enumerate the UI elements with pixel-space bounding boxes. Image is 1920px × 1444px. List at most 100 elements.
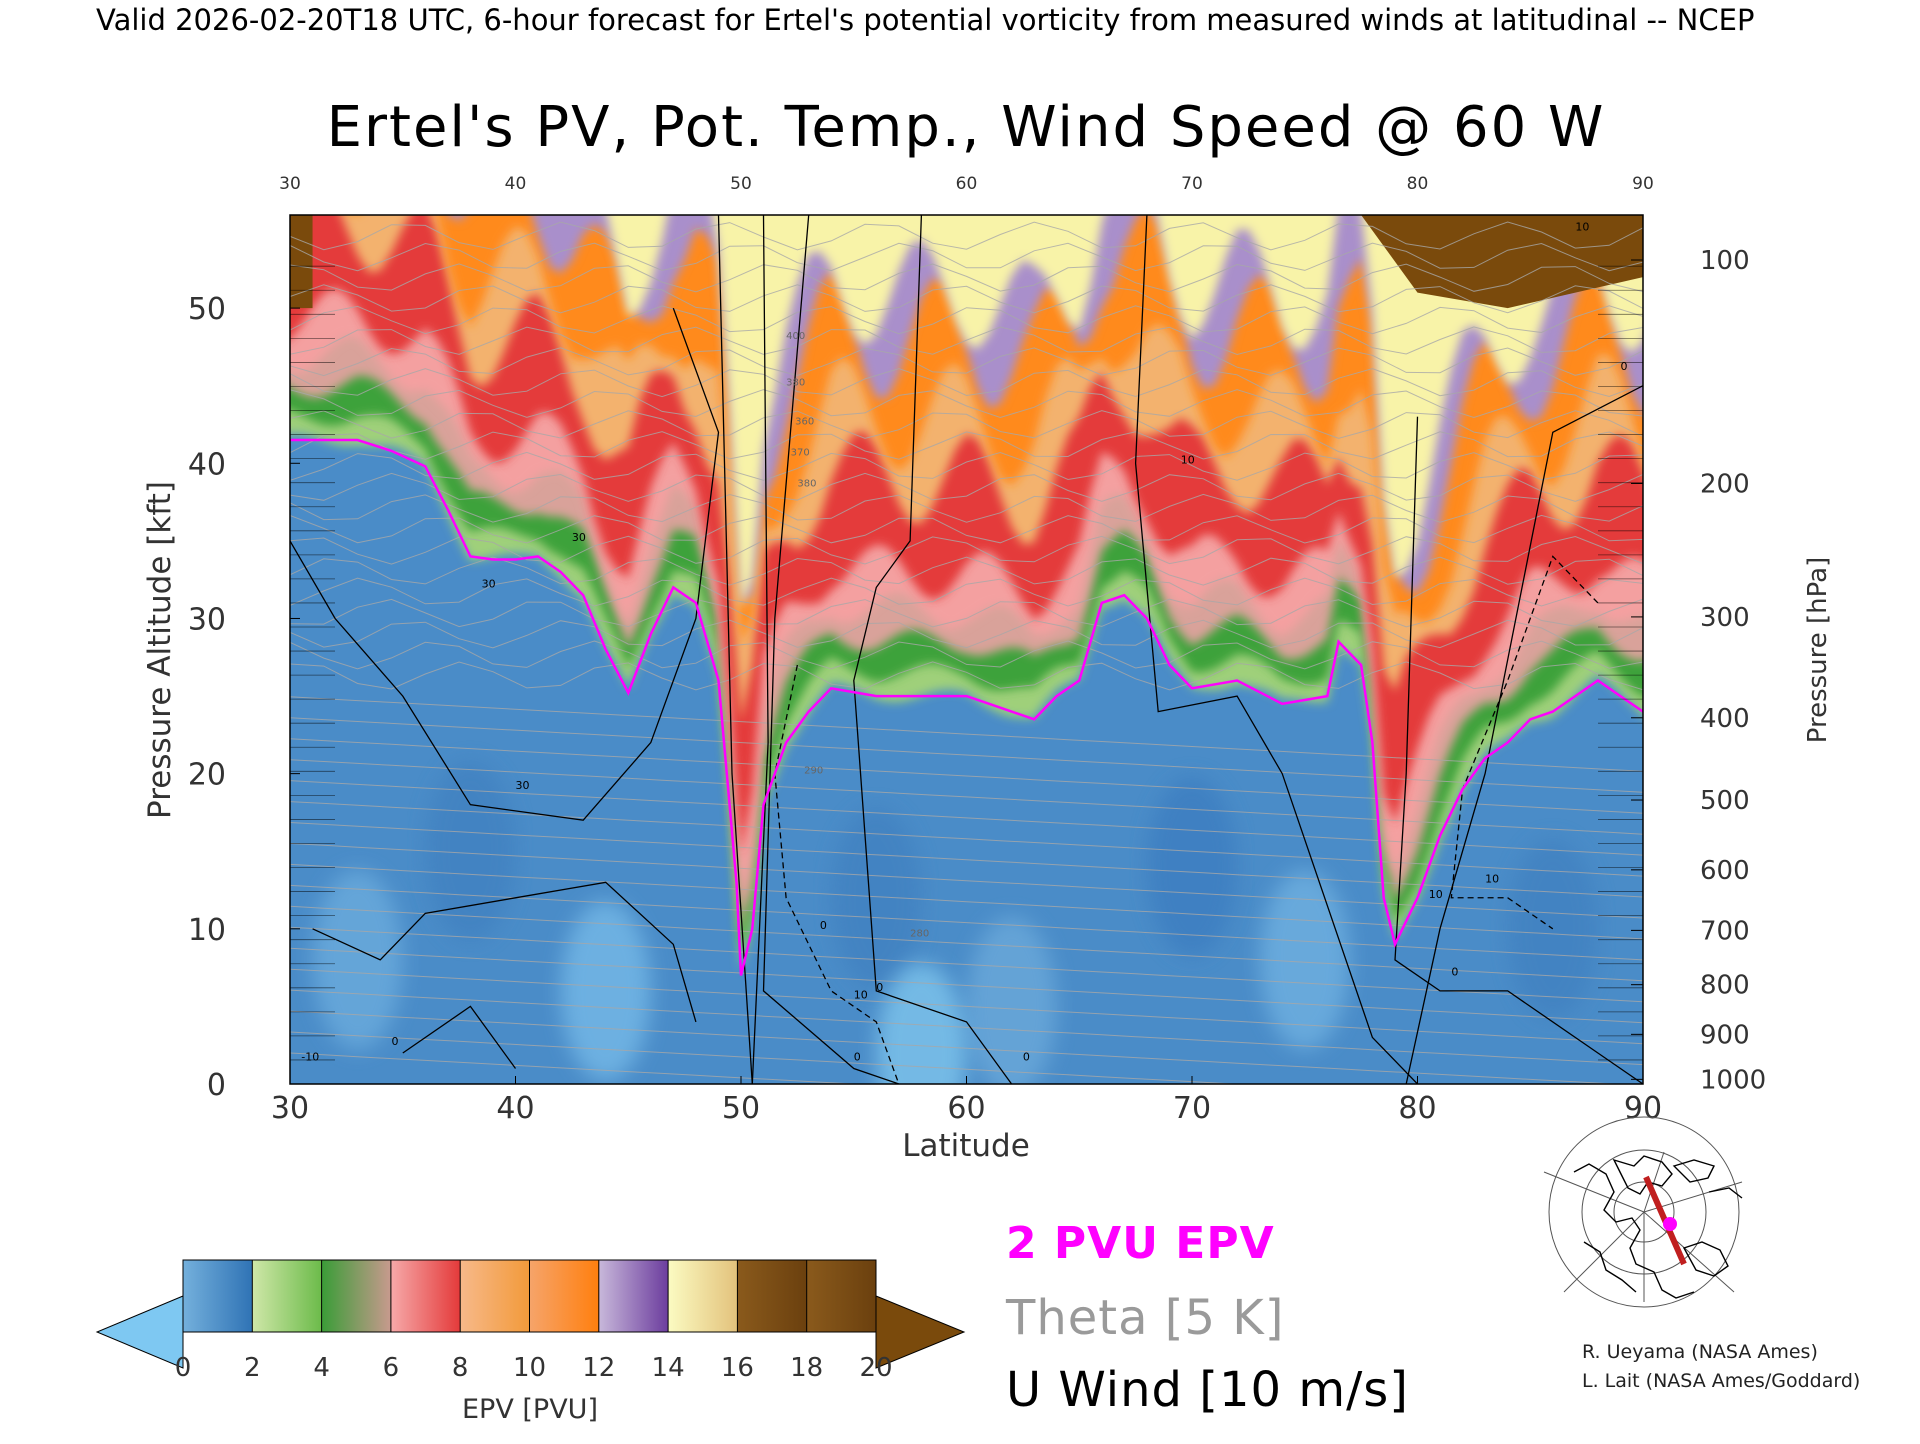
- x-tick-top-label-6: 90: [1632, 174, 1654, 194]
- u-wind-label-15: 0: [1620, 360, 1627, 373]
- colorbar-band-3: [390, 1260, 461, 1332]
- y-axis-label-right: Pressure [hPa]: [1803, 557, 1833, 744]
- trop-texture-3: [831, 807, 922, 988]
- theta-contour-26: [290, 493, 1643, 523]
- contour-labels: 280 290 380 370 360 380 400 -10 0 30 30 30 10 0 0 0 0 10 1…: [301, 221, 1627, 1064]
- y-tick-label-3: 30: [188, 602, 226, 637]
- u-wind-contour-0: [717, 215, 753, 1084]
- theta-contour-30: [290, 410, 1643, 439]
- x-tick-top-label-1: 40: [505, 174, 527, 194]
- u-wind-label-5: 10: [854, 989, 868, 1002]
- u-wind-contour-3: [853, 215, 1013, 1084]
- pressure-tick-label-2: 300: [1700, 603, 1750, 633]
- colorbar-tick-label-2: 4: [313, 1353, 330, 1383]
- x-tick-top-label-0: 30: [279, 174, 301, 194]
- theta-contour-20: [290, 619, 1643, 649]
- y-axis-label: Pressure Altitude [kft]: [142, 481, 178, 819]
- x-tick-label-5: 80: [1398, 1091, 1436, 1126]
- theta-contour-12: [290, 801, 1643, 877]
- pressure-tick-label-4: 500: [1700, 786, 1750, 816]
- theta-contour-7: [290, 905, 1643, 982]
- theta-label-6: 400: [786, 331, 805, 342]
- theta-contour-23: [290, 556, 1643, 586]
- theta-contours: [290, 221, 1643, 1084]
- colorbar-band-0: [183, 1260, 253, 1332]
- u-wind-label-7: 0: [854, 1051, 861, 1064]
- colorbar-tick-label-7: 14: [652, 1353, 685, 1383]
- x-tick-label-1: 40: [496, 1091, 534, 1126]
- u-wind-contour-7: [290, 307, 720, 821]
- x-tick-label-3: 60: [947, 1091, 985, 1126]
- u-wind-label-14: 10: [1575, 221, 1589, 234]
- u-wind-label-3: 30: [572, 531, 586, 544]
- theta-label-1: 290: [804, 766, 823, 777]
- theta-contour-27: [290, 472, 1643, 502]
- u-wind-contour-2: [762, 215, 900, 1084]
- theta-contour-18: [290, 661, 1643, 691]
- theta-contour-22: [290, 577, 1643, 607]
- u-wind-label-13: 0: [1451, 965, 1458, 978]
- theta-contour-29: [290, 431, 1643, 460]
- theta-contour-15: [290, 738, 1643, 814]
- u-wind-label-11: 10: [1429, 888, 1443, 901]
- colorbar-tick-label-6: 12: [582, 1353, 615, 1383]
- epv-cap-brown: [1361, 215, 1643, 309]
- pressure-tick-label-0: 100: [1700, 246, 1750, 276]
- u-wind-contours: [290, 215, 1643, 1084]
- pressure-tick-label-6: 700: [1700, 916, 1750, 946]
- theta-contour-2: [290, 1010, 1624, 1084]
- pressure-tick-label-9: 1000: [1700, 1065, 1766, 1095]
- theta-contour-39: [290, 221, 1643, 251]
- pressure-tick-label-1: 200: [1700, 469, 1750, 499]
- u-wind-contour-6: [1405, 385, 1643, 1084]
- x-tick-label-6: 90: [1624, 1091, 1662, 1126]
- u-wind-contour-4: [1134, 215, 1418, 1084]
- epv-cap-left: [290, 215, 313, 309]
- theta-contour-1: [290, 1031, 1243, 1084]
- y-tick-label-5: 50: [188, 292, 226, 327]
- credits: R. Ueyama (NASA Ames) L. Lait (NASA Ames…: [1582, 1338, 1860, 1396]
- legend-u-wind: U Wind [10 m/s]: [1006, 1362, 1410, 1418]
- colorbar-label: EPV [PVU]: [462, 1394, 598, 1425]
- theta-contour-33: [290, 347, 1643, 377]
- colorbar-bands: [182, 1259, 877, 1333]
- theta-contour-10: [290, 843, 1643, 919]
- y-tick-label-0: 0: [207, 1068, 226, 1103]
- trop-texture-4: [966, 916, 1057, 1084]
- u-wind-label-10: 10: [1181, 453, 1195, 466]
- colorbar-tick-label-1: 2: [244, 1353, 261, 1383]
- valid-time-header: Valid 2026-02-20T18 UTC, 6-hour forecast…: [96, 3, 1754, 37]
- legend-2pvu: 2 PVU EPV: [1006, 1218, 1275, 1269]
- colorbar-under-arrow: [95, 1295, 184, 1369]
- x-tick-label-0: 30: [271, 1091, 309, 1126]
- theta-contour-3: [290, 989, 1643, 1066]
- colorbar-band-4: [460, 1260, 530, 1332]
- theta-contour-11: [290, 822, 1643, 898]
- x-tick-top-label-3: 60: [956, 174, 978, 194]
- u-wind-label-12: 10: [1485, 872, 1499, 885]
- chart-title: Ertel's PV, Pot. Temp., Wind Speed @ 60 …: [327, 95, 1606, 160]
- pressure-tick-label-5: 600: [1700, 856, 1750, 886]
- colorbar-ticks: 0 2 4 6 8 10 12 14 16 18 20: [175, 1260, 893, 1383]
- colorbar-tick-label-5: 10: [513, 1353, 546, 1383]
- colorbar-tick-label-0: 0: [175, 1353, 192, 1383]
- colorbar-band-7: [668, 1260, 738, 1332]
- trop-texture-2: [560, 900, 651, 1081]
- colorbar-band-6: [598, 1260, 669, 1332]
- u-wind-label-6: 0: [820, 919, 827, 932]
- credit-line-2: L. Lait (NASA Ames/Goddard): [1582, 1370, 1861, 1392]
- theta-label-2: 380: [797, 479, 816, 490]
- colorbar-band-2: [321, 1260, 391, 1332]
- trop-texture-0: [312, 869, 403, 1050]
- u-wind-contour-9: [402, 1005, 517, 1069]
- trop-texture-8: [876, 962, 967, 1084]
- theta-contour-14: [290, 759, 1643, 835]
- colorbar-band-1: [252, 1260, 322, 1332]
- trop-texture-5: [1147, 776, 1237, 957]
- colorbar-tick-label-4: 8: [452, 1353, 469, 1383]
- u-wind-label-8: 0: [876, 981, 883, 994]
- x-axis-label: Latitude: [902, 1128, 1030, 1164]
